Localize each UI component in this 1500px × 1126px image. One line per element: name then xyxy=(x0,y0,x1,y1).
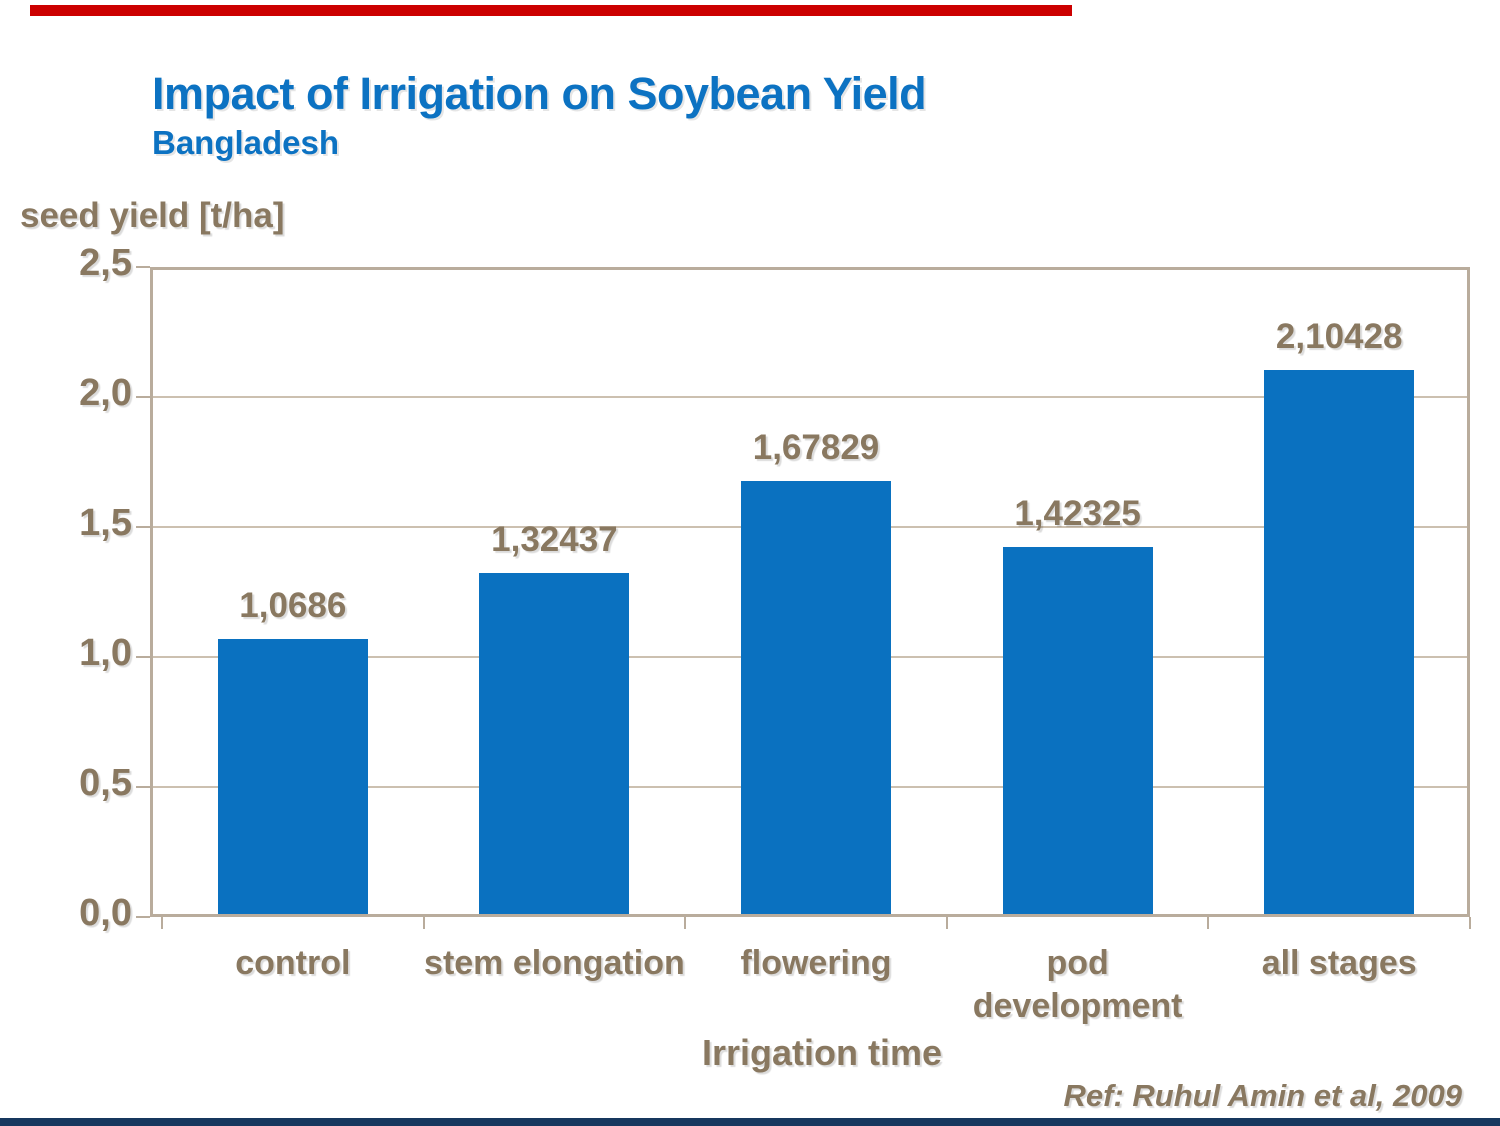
bar xyxy=(217,639,368,914)
category-label: stem elongation xyxy=(424,944,685,982)
gridline xyxy=(153,396,1467,398)
bar-value-label: 1,42325 xyxy=(1014,493,1141,533)
y-tick-mark xyxy=(136,396,150,398)
category-label: flowering xyxy=(740,944,892,982)
bar xyxy=(1002,546,1153,914)
bottom-accent-bar xyxy=(0,1118,1500,1126)
top-accent-bar xyxy=(30,5,1072,16)
y-axis-title: seed yield [t/ha] xyxy=(20,196,285,235)
bar xyxy=(741,480,891,914)
y-tick-mark xyxy=(136,786,150,788)
y-tick-label: 1,0 xyxy=(79,632,132,674)
bar xyxy=(479,572,630,914)
category-label: pod development xyxy=(972,944,1183,1025)
x-tick-mark xyxy=(945,917,948,929)
x-axis-title: Irrigation time xyxy=(701,1032,943,1073)
chart-subtitle: Bangladesh xyxy=(152,124,340,161)
y-tick-label: 2,0 xyxy=(79,372,132,414)
bar-value-label: 1,67829 xyxy=(752,427,880,467)
x-tick-mark xyxy=(422,917,425,929)
x-tick-mark xyxy=(684,917,687,929)
y-tick-mark xyxy=(136,266,150,268)
y-tick-mark xyxy=(136,916,150,918)
reference-text: Ref: Ruhul Amin et al, 2009 xyxy=(1063,1078,1463,1113)
x-tick-mark xyxy=(1207,917,1210,929)
bar xyxy=(1264,369,1415,914)
bar-value-label: 1,32437 xyxy=(491,519,618,559)
y-tick-label: 0,0 xyxy=(79,892,132,934)
bar-value-label: 2,10428 xyxy=(1275,316,1403,356)
category-label: all stages xyxy=(1261,944,1417,982)
y-tick-label: 2,5 xyxy=(79,242,132,284)
y-tick-label: 1,5 xyxy=(79,502,132,544)
x-tick-mark xyxy=(1469,917,1471,929)
x-tick-mark xyxy=(161,917,163,929)
y-tick-mark xyxy=(136,526,150,528)
y-tick-label: 0,5 xyxy=(79,762,132,804)
category-label: control xyxy=(235,944,351,982)
y-tick-mark xyxy=(136,656,150,658)
bar-value-label: 1,0686 xyxy=(239,586,347,626)
chart-title: Impact of Irrigation on Soybean Yield xyxy=(152,68,927,119)
